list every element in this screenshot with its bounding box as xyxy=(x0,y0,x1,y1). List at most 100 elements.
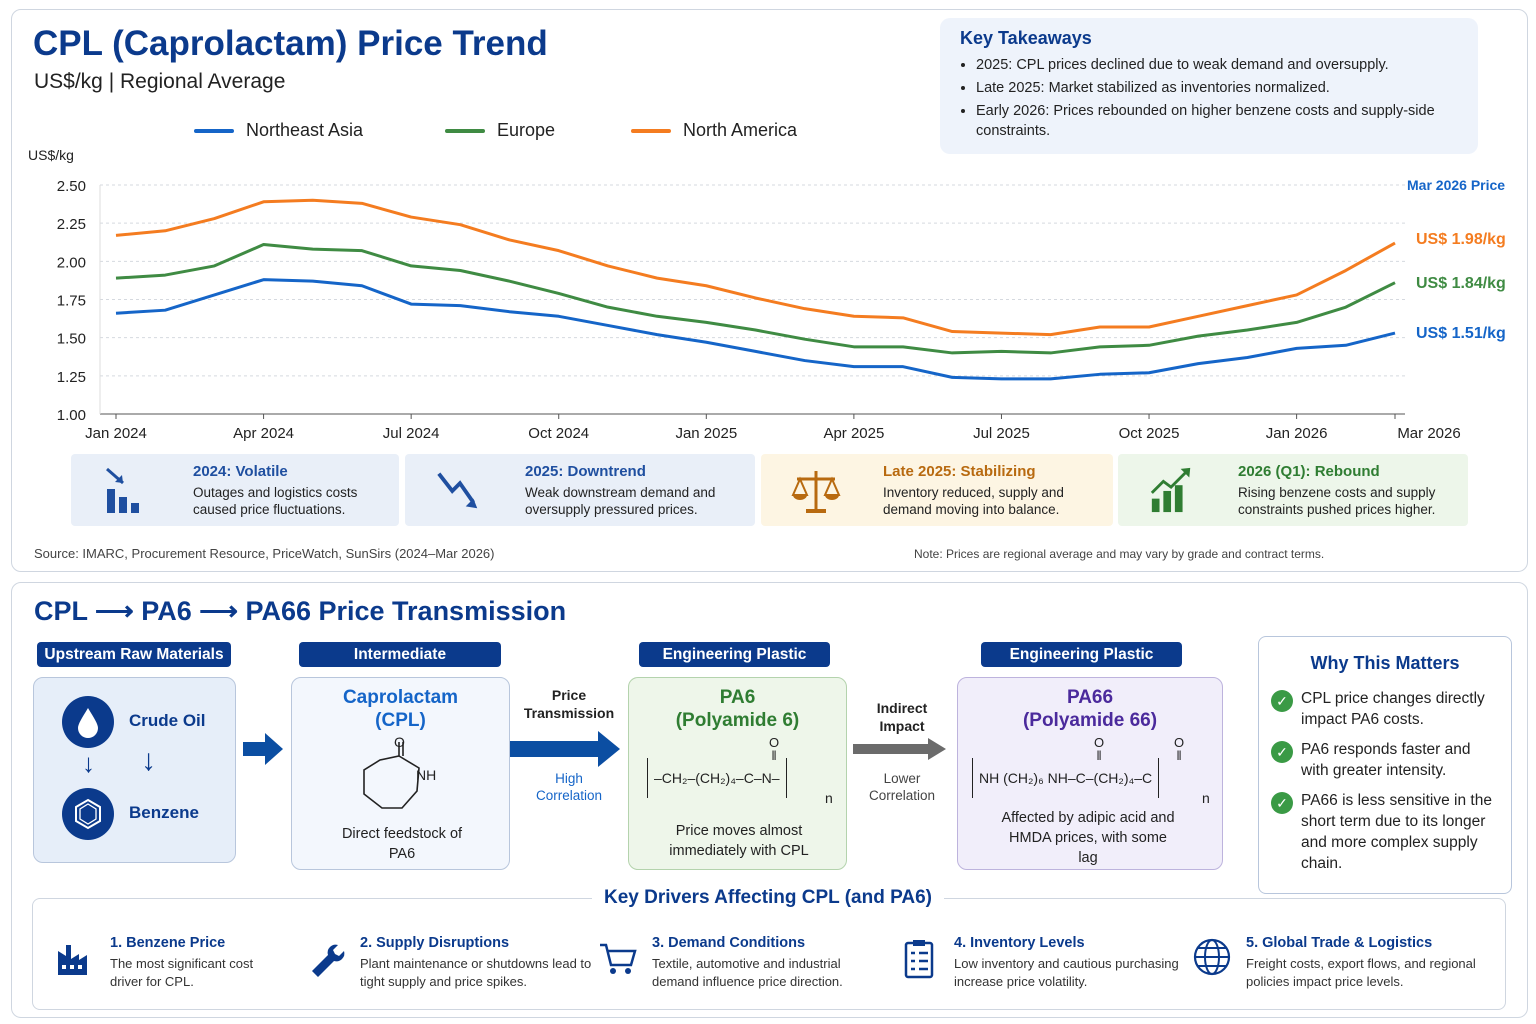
pa6-description: Price moves almost immediately with CPL xyxy=(669,823,809,859)
pa66-carbonyl: O ‖ xyxy=(1174,735,1185,763)
takeaway-item: Late 2025: Market stabilized as inventor… xyxy=(976,78,1458,98)
x-tick-label: Apr 2024 xyxy=(233,425,294,442)
transmission-title: CPL ⟶ PA6 ⟶ PA66 Price Transmission xyxy=(34,596,567,626)
down-arrow-icon: ↓ xyxy=(82,748,95,778)
why-item: ✓ CPL price changes directly impact PA6 c… xyxy=(1271,688,1499,730)
phase-text: Outages and logistics costs caused price… xyxy=(193,484,358,517)
oil-drop-icon xyxy=(62,696,114,748)
phase-text: Inventory reduced, supply and demand mov… xyxy=(883,484,1064,517)
driver-title: 1. Benzene Price xyxy=(110,935,226,951)
phase-card: Late 2025: Stabilizing Inventory reduced,… xyxy=(761,454,1113,526)
x-tick-label: Mar 2026 xyxy=(1397,425,1460,442)
driver-text: The most significant cost driver for CPL… xyxy=(110,956,254,989)
phase-title: 2026 (Q1): Rebound xyxy=(1238,462,1380,480)
pa66-carbonyl: O ‖ xyxy=(1094,735,1105,763)
why-item: ✓ PA6 responds faster and with greater in… xyxy=(1271,739,1499,781)
x-tick-label: Jan 2025 xyxy=(675,425,737,442)
takeaway-item: 2025: CPL prices declined due to weak de… xyxy=(976,55,1458,75)
pa6-formula: –CH₂–(CH₂)₄–C–N– xyxy=(647,758,787,798)
takeaway-item: Early 2026: Prices rebounded on higher b… xyxy=(976,101,1458,141)
trend-down-icon xyxy=(437,472,478,509)
y-axis-label: US$/kg xyxy=(28,147,74,163)
cpl-box: Caprolactam (CPL) O NH Direct feedstock … xyxy=(291,677,510,870)
y-tick-label: 1.25 xyxy=(57,369,86,386)
source-note: Source: IMARC, Procurement Resource, Pri… xyxy=(34,546,495,561)
x-tick-label: Jul 2024 xyxy=(383,425,440,442)
scale-icon xyxy=(791,471,841,513)
lower-correlation-label: Lower Correlation xyxy=(868,771,936,803)
pa6-title: PA6 (Polyamide 6) xyxy=(675,687,800,731)
phase-title: Late 2025: Stabilizing xyxy=(883,462,1036,480)
why-title: Why This Matters xyxy=(1310,653,1460,673)
phase-card: 2026 (Q1): Rebound Rising benzene costs a… xyxy=(1118,454,1468,526)
wrench-icon xyxy=(312,944,345,977)
x-tick-label: Oct 2024 xyxy=(528,425,589,442)
key-takeaways: Key Takeaways 2025: CPL prices declined … xyxy=(940,18,1478,154)
phase-card: 2025: Downtrend Weak downstream demand an… xyxy=(405,454,755,526)
cpl-title: Caprolactam (CPL) xyxy=(342,687,459,731)
down-arrow-icon: ↓ xyxy=(141,744,156,777)
benzene-ring-icon xyxy=(62,788,114,840)
driver-title: 2. Supply Disruptions xyxy=(360,935,510,951)
driver-text: Textile, automotive and industrial deman… xyxy=(652,956,843,989)
crude-oil-label: Crude Oil xyxy=(129,711,206,730)
legend-ne-asia: Northeast Asia xyxy=(194,120,363,141)
repeat-n: n xyxy=(1202,790,1210,806)
x-tick-label: Jan 2024 xyxy=(85,425,147,442)
pa66-title: PA66 (Polyamide 66) xyxy=(1022,687,1158,731)
driver-item: 1. Benzene Price The most significant cos… xyxy=(56,935,275,991)
x-tick-label: Oct 2025 xyxy=(1119,425,1180,442)
phase-card: 2024: Volatile Outages and logistics cost… xyxy=(71,454,399,526)
driver-item: 4. Inventory Levels Low inventory and cau… xyxy=(900,935,1189,991)
phase-text: Weak downstream demand and oversupply pr… xyxy=(525,484,716,517)
series-line-north-america xyxy=(115,198,1396,337)
driver-title: 3. Demand Conditions xyxy=(652,935,806,951)
cpl-description: Direct feedstock of PA6 xyxy=(341,826,463,862)
bar-chart-down-icon xyxy=(106,467,139,513)
driver-item: 3. Demand Conditions Textile, automotive … xyxy=(598,935,887,991)
legend-north-america: North America xyxy=(631,120,797,141)
clipboard-icon xyxy=(904,940,934,979)
y-tick-label: 1.75 xyxy=(57,293,86,310)
y-tick-label: 2.25 xyxy=(57,216,86,233)
x-tick-label: Apr 2025 xyxy=(823,425,884,442)
disclaimer-note: Note: Prices are regional average and ma… xyxy=(914,547,1325,561)
tag-pa6: Engineering Plastic xyxy=(639,642,830,667)
arrow-right-icon xyxy=(853,738,946,760)
globe-icon xyxy=(1193,938,1231,976)
why-this-matters: Why This Matters ✓ CPL price changes dire… xyxy=(1258,636,1512,894)
driver-title: 4. Inventory Levels xyxy=(954,935,1085,951)
oxygen-label: O xyxy=(394,734,405,750)
raw-materials-box: Crude Oil ↓ ↓ Benzene xyxy=(33,677,236,863)
phase-title: 2024: Volatile xyxy=(193,462,288,480)
high-correlation-label: High Correlation xyxy=(535,771,603,803)
end-label-ne-asia: US$ 1.51/kg xyxy=(1416,325,1506,342)
driver-title: 5. Global Trade & Logistics xyxy=(1246,935,1433,951)
phase-title: 2025: Downtrend xyxy=(525,462,646,480)
y-tick-label: 2.50 xyxy=(57,178,86,195)
caprolactam-structure xyxy=(363,742,420,809)
key-drivers-title: Key Drivers Affecting CPL (and PA6) xyxy=(0,887,1536,909)
legend-europe: Europe xyxy=(445,120,555,141)
indirect-impact-label: Indirect Impact xyxy=(876,700,928,734)
price-transmission-label: Price Transmission xyxy=(523,687,615,721)
y-tick-label: 1.50 xyxy=(57,331,86,348)
driver-item: 5. Global Trade & Logistics Freight costs… xyxy=(1192,935,1481,991)
tag-pa66: Engineering Plastic xyxy=(981,642,1182,667)
nh-label: NH xyxy=(416,767,437,783)
end-label-title: Mar 2026 Price xyxy=(1407,177,1506,193)
page-title: CPL (Caprolactam) Price Trend xyxy=(33,24,548,63)
key-takeaways-title: Key Takeaways xyxy=(960,28,1092,48)
page-subtitle: US$/kg | Regional Average xyxy=(34,70,286,93)
x-tick-label: Jan 2026 xyxy=(1266,425,1328,442)
y-tick-label: 1.00 xyxy=(57,407,86,424)
driver-text: Plant maintenance or shutdowns lead to t… xyxy=(360,956,592,989)
factory-icon xyxy=(58,945,87,975)
driver-item: 2. Supply Disruptions Plant maintenance o… xyxy=(306,935,595,991)
x-tick-label: Jul 2025 xyxy=(973,425,1030,442)
tag-intermediate: Intermediate xyxy=(299,642,501,667)
driver-text: Low inventory and cautious purchasing in… xyxy=(954,956,1179,989)
pa66-formula: NH (CH₂)₆ NH–C–(CH₂)₄–C xyxy=(972,758,1160,798)
end-label-north-america: US$ 1.98/kg xyxy=(1416,231,1506,248)
driver-text: Freight costs, export flows, and regiona… xyxy=(1246,956,1476,989)
